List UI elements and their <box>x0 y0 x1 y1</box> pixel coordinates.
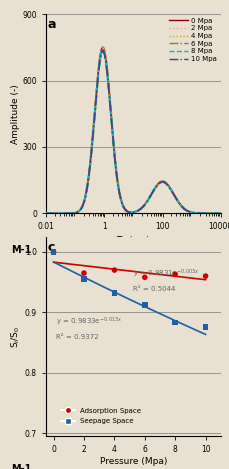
Text: c: c <box>48 241 55 254</box>
Legend: Adsorption Space, Seepage Space: Adsorption Space, Seepage Space <box>58 405 144 427</box>
Y-axis label: S$_i$/S$_0$: S$_i$/S$_0$ <box>10 325 22 348</box>
Point <box>142 302 146 309</box>
Text: y = 0.9833e$^{-0.013x}$: y = 0.9833e$^{-0.013x}$ <box>56 316 122 328</box>
X-axis label: T$_2$ (ms): T$_2$ (ms) <box>116 234 150 247</box>
Y-axis label: Amplitude (-): Amplitude (-) <box>11 84 19 144</box>
Text: R² = 0.9372: R² = 0.9372 <box>56 333 99 340</box>
Legend: 0 Mpa, 2 Mpa, 4 Mpa, 6 Mpa, 8 Mpa, 10 Mpa: 0 Mpa, 2 Mpa, 4 Mpa, 6 Mpa, 8 Mpa, 10 Mp… <box>168 17 216 62</box>
Text: a: a <box>48 18 56 31</box>
Point <box>173 319 176 326</box>
Text: M-1: M-1 <box>11 464 31 469</box>
Point <box>142 273 146 281</box>
Point <box>112 289 116 297</box>
Point <box>52 248 55 256</box>
Text: R² = 0.5044: R² = 0.5044 <box>133 286 175 292</box>
Point <box>203 323 207 331</box>
X-axis label: Pressure (Mpa): Pressure (Mpa) <box>99 457 166 466</box>
Point <box>203 272 207 280</box>
Text: M-1: M-1 <box>11 245 31 255</box>
Point <box>82 269 85 277</box>
Text: y = 0.9831e$^{-0.003x}$: y = 0.9831e$^{-0.003x}$ <box>133 268 199 280</box>
Point <box>82 275 85 283</box>
Point <box>52 248 55 256</box>
Point <box>112 266 116 274</box>
Point <box>173 271 176 278</box>
